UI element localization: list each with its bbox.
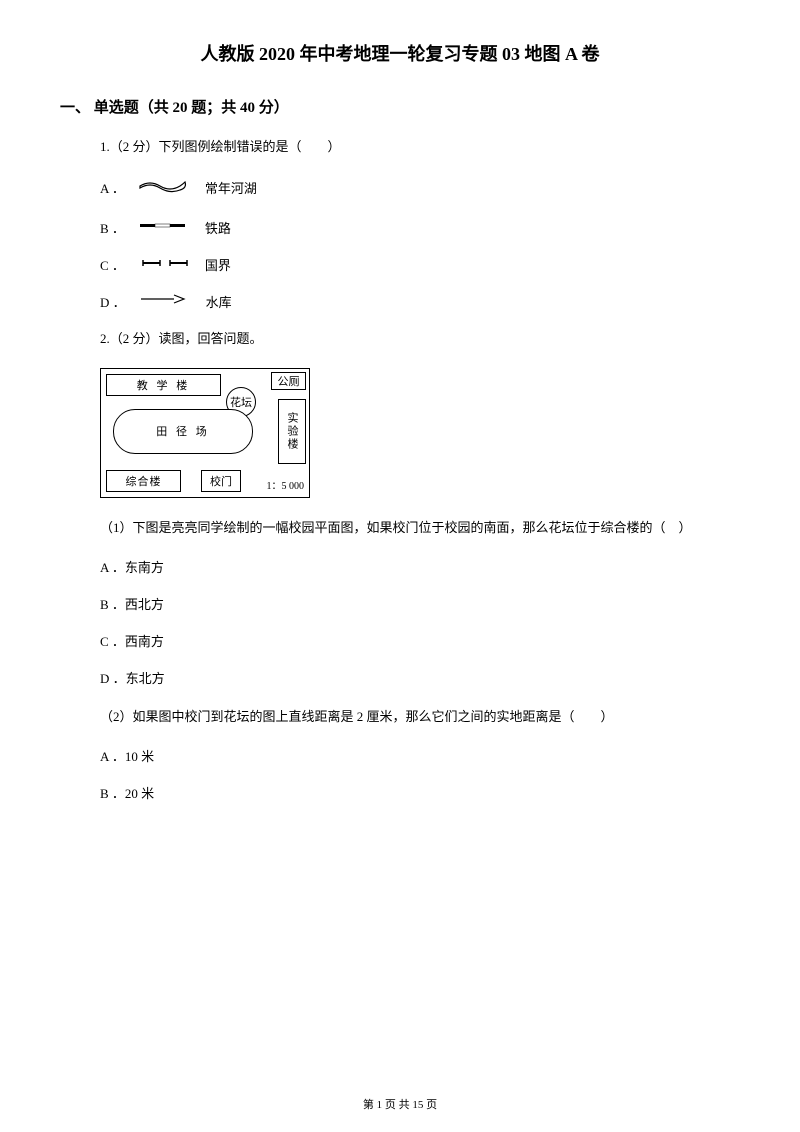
q2-sub2-option-a: A ．10 米 — [100, 746, 740, 765]
river-lake-icon — [135, 176, 195, 200]
map-track: 田 径 场 — [113, 409, 253, 454]
q1-option-b: B ． 铁路 — [100, 218, 740, 237]
reservoir-icon — [136, 293, 196, 309]
q2-sub2-prompt: （2）如果图中校门到花坛的图上直线距离是 2 厘米，那么它们之间的实地距离是（ … — [100, 705, 740, 728]
option-label: 国界 — [205, 255, 231, 274]
q2-sub2-option-b: B ．20 米 — [100, 783, 740, 802]
map-gate: 校门 — [201, 470, 241, 492]
q1-option-d: D ． 水库 — [100, 292, 740, 311]
q2-prompt: 2.（2 分）读图，回答问题。 — [100, 329, 740, 350]
option-label: 常年河湖 — [205, 178, 257, 197]
map-scale: 1：5 000 — [267, 477, 305, 492]
q2-sub1-prompt: （1）下图是亮亮同学绘制的一幅校园平面图，如果校门位于校园的南面，那么花坛位于综… — [100, 516, 740, 539]
q2-sub1-option-d: D ．东北方 — [100, 668, 740, 687]
option-letter: D ． — [100, 292, 126, 311]
sub-question-text: （1）下图是亮亮同学绘制的一幅校园平面图，如果校门位于校园的南面，那么花坛位于综… — [100, 520, 692, 535]
map-teaching-building: 教 学 楼 — [106, 374, 221, 396]
campus-map: 教 学 楼 花坛 公厕 田 径 场 实验楼 综合楼 校门 1：5 000 — [100, 368, 310, 498]
map-complex: 综合楼 — [106, 470, 181, 492]
q1-prompt: 1.（2 分）下列图例绘制错误的是（ ） — [100, 137, 740, 158]
page-title: 人教版 2020 年中考地理一轮复习专题 03 地图 A 卷 — [60, 40, 740, 66]
q1-option-c: C ． 国界 — [100, 255, 740, 274]
map-lab: 实验楼 — [278, 399, 306, 464]
section-header: 一、 单选题（共 20 题；共 40 分） — [60, 96, 740, 117]
option-label: 水库 — [206, 292, 232, 311]
section-title: 单选题（共 20 题；共 40 分） — [94, 100, 289, 116]
q2-sub1-option-c: C ．西南方 — [100, 631, 740, 650]
option-letter: B ． — [100, 218, 125, 237]
option-letter: A ． — [100, 178, 125, 197]
q1-option-a: A ． 常年河湖 — [100, 176, 740, 200]
option-label: 铁路 — [205, 218, 231, 237]
q2-sub1-option-a: A ．东南方 — [100, 557, 740, 576]
map-toilet: 公厕 — [271, 372, 306, 390]
option-letter: C ． — [100, 255, 125, 274]
border-icon — [135, 256, 195, 272]
q2-sub1-option-b: B ．西北方 — [100, 594, 740, 613]
section-number: 一、 — [60, 100, 90, 116]
railway-icon — [135, 219, 195, 235]
page-footer: 第 1 页 共 15 页 — [0, 1096, 800, 1112]
